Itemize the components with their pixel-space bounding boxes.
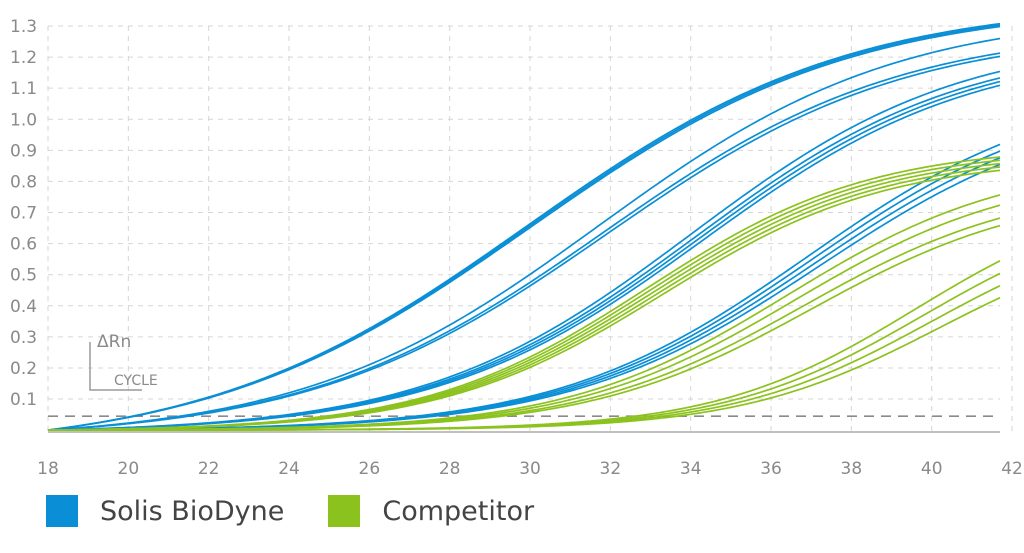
curve-layer bbox=[47, 22, 1001, 431]
x-tick-label: 26 bbox=[359, 459, 381, 479]
chart: 0.1 0.2 0.3 0.4 0.5 0.6 0.7 0.8 0.9 1.0 1.1 1.2 1.3 1… bbox=[10, 17, 1023, 479]
legend-swatch-competitor bbox=[328, 495, 361, 527]
solis-biodyne-curve-9 bbox=[47, 80, 1001, 431]
competitor-curve-2 bbox=[47, 159, 1001, 431]
solis-biodyne-curve-10 bbox=[47, 84, 1001, 431]
legend-label-solis-biodyne: Solis BioDyne bbox=[100, 495, 285, 527]
legend-label-competitor: Competitor bbox=[382, 495, 535, 527]
y-tick-label: 0.7 bbox=[10, 204, 37, 224]
competitor-curve-13 bbox=[48, 296, 1001, 431]
grid-layer bbox=[47, 25, 1013, 432]
x-tick-label: 36 bbox=[760, 459, 782, 479]
y-tick-label: 0.9 bbox=[10, 141, 37, 161]
x-tick-label: 32 bbox=[600, 459, 622, 479]
y-tick-label: 1.1 bbox=[10, 79, 37, 99]
y-tick-label: 0.5 bbox=[10, 266, 37, 286]
legend-item-competitor: Competitor bbox=[328, 495, 534, 527]
x-tick-label: 22 bbox=[198, 459, 220, 479]
y-tick-label: 1.0 bbox=[10, 110, 37, 130]
x-tick-label: 30 bbox=[519, 459, 541, 479]
x-tick-label: 28 bbox=[439, 459, 461, 479]
y-tick-label: 1.2 bbox=[10, 48, 37, 68]
inset-y-label: ΔRn bbox=[97, 332, 131, 352]
axis-inset: ΔRn CYCLE bbox=[89, 332, 158, 391]
legend: Solis BioDyne Competitor bbox=[46, 495, 578, 527]
tick-layer: 0.1 0.2 0.3 0.4 0.5 0.6 0.7 0.8 0.9 1.0 1.1 1.2 1.3 1… bbox=[10, 17, 1023, 479]
x-tick-label: 24 bbox=[278, 459, 300, 479]
legend-item-solis-biodyne: Solis BioDyne bbox=[46, 495, 284, 527]
competitor-curve-3 bbox=[47, 162, 1001, 431]
competitor-curve-5 bbox=[47, 169, 1001, 431]
x-tick-label: 18 bbox=[37, 459, 59, 479]
y-tick-label: 0.8 bbox=[10, 172, 37, 192]
legend-swatch-solis-biodyne bbox=[46, 495, 78, 527]
x-tick-label: 42 bbox=[1001, 459, 1023, 479]
x-tick-label: 38 bbox=[841, 459, 863, 479]
y-tick-label: 0.1 bbox=[10, 390, 37, 410]
inset-axes-icon bbox=[89, 342, 142, 391]
x-tick-label: 40 bbox=[921, 459, 943, 479]
solis-biodyne-curve-3 bbox=[47, 25, 1001, 431]
solis-biodyne-curve-14 bbox=[47, 163, 1001, 431]
inset-x-label: CYCLE bbox=[114, 373, 158, 389]
x-tick-label: 20 bbox=[118, 459, 140, 479]
y-tick-label: 0.6 bbox=[10, 235, 37, 255]
x-tick-label: 34 bbox=[680, 459, 702, 479]
solis-biodyne-curve-6 bbox=[47, 55, 1001, 431]
competitor-curve-7 bbox=[47, 204, 1001, 431]
competitor-curve-4 bbox=[47, 166, 1001, 431]
y-tick-label: 0.3 bbox=[10, 328, 37, 348]
solis-biodyne-curve-7 bbox=[47, 70, 1001, 431]
solis-biodyne-curve-4 bbox=[47, 37, 1001, 431]
y-tick-label: 1.3 bbox=[10, 17, 37, 37]
y-tick-label: 0.4 bbox=[10, 297, 37, 317]
y-tick-label: 0.2 bbox=[10, 359, 37, 379]
